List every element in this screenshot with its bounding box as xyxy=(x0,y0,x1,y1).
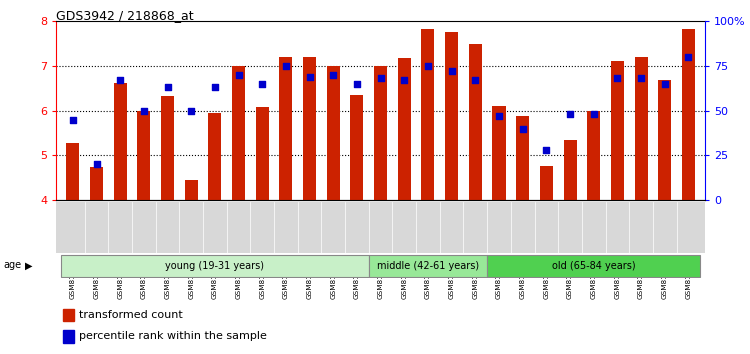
Bar xyxy=(137,110,150,200)
Point xyxy=(588,112,600,117)
Point xyxy=(351,81,363,87)
Bar xyxy=(90,167,103,200)
Point xyxy=(517,126,529,131)
Bar xyxy=(63,309,74,321)
Bar xyxy=(209,113,221,200)
Bar xyxy=(350,95,364,200)
Point xyxy=(682,54,694,60)
Text: middle (42-61 years): middle (42-61 years) xyxy=(377,261,479,271)
Bar xyxy=(184,180,198,200)
Bar xyxy=(540,166,553,200)
Point xyxy=(280,63,292,69)
FancyBboxPatch shape xyxy=(61,255,369,277)
Bar xyxy=(161,96,174,200)
Text: percentile rank within the sample: percentile rank within the sample xyxy=(79,331,267,342)
Point xyxy=(658,81,670,87)
Point xyxy=(327,72,339,78)
Bar xyxy=(422,29,434,200)
Point xyxy=(446,68,458,74)
Point xyxy=(375,76,387,81)
Point xyxy=(304,74,316,80)
Text: age: age xyxy=(4,261,22,270)
Text: ▶: ▶ xyxy=(25,261,32,270)
Bar xyxy=(232,66,245,200)
Point xyxy=(67,117,79,122)
Bar xyxy=(256,108,268,200)
Bar xyxy=(114,83,127,200)
Bar xyxy=(563,140,577,200)
FancyBboxPatch shape xyxy=(488,255,700,277)
Bar xyxy=(658,80,671,200)
Point xyxy=(470,78,482,83)
Point xyxy=(611,76,623,81)
Text: old (65-84 years): old (65-84 years) xyxy=(552,261,635,271)
Point xyxy=(138,108,150,113)
Bar xyxy=(63,330,74,343)
Point xyxy=(256,81,268,87)
Bar xyxy=(587,110,600,200)
Bar xyxy=(682,29,695,200)
Point xyxy=(91,161,103,167)
Bar xyxy=(280,57,292,200)
Bar xyxy=(398,58,411,200)
Point xyxy=(161,85,173,90)
FancyBboxPatch shape xyxy=(369,255,488,277)
Bar xyxy=(516,116,530,200)
Point xyxy=(422,63,434,69)
Point xyxy=(398,78,410,83)
Bar xyxy=(66,143,80,200)
Point xyxy=(114,78,126,83)
Text: transformed count: transformed count xyxy=(79,310,183,320)
Point xyxy=(493,113,505,119)
Bar xyxy=(469,44,482,200)
Point xyxy=(635,76,647,81)
Text: GDS3942 / 218868_at: GDS3942 / 218868_at xyxy=(56,9,194,22)
Bar xyxy=(611,62,624,200)
Point xyxy=(209,85,221,90)
Point xyxy=(232,72,244,78)
Point xyxy=(185,108,197,113)
Text: young (19-31 years): young (19-31 years) xyxy=(166,261,265,271)
Point xyxy=(540,147,552,153)
Bar xyxy=(327,66,340,200)
Bar xyxy=(634,57,647,200)
Bar xyxy=(493,106,506,200)
Bar xyxy=(446,33,458,200)
Bar xyxy=(374,66,387,200)
Point xyxy=(564,112,576,117)
Bar xyxy=(303,57,316,200)
